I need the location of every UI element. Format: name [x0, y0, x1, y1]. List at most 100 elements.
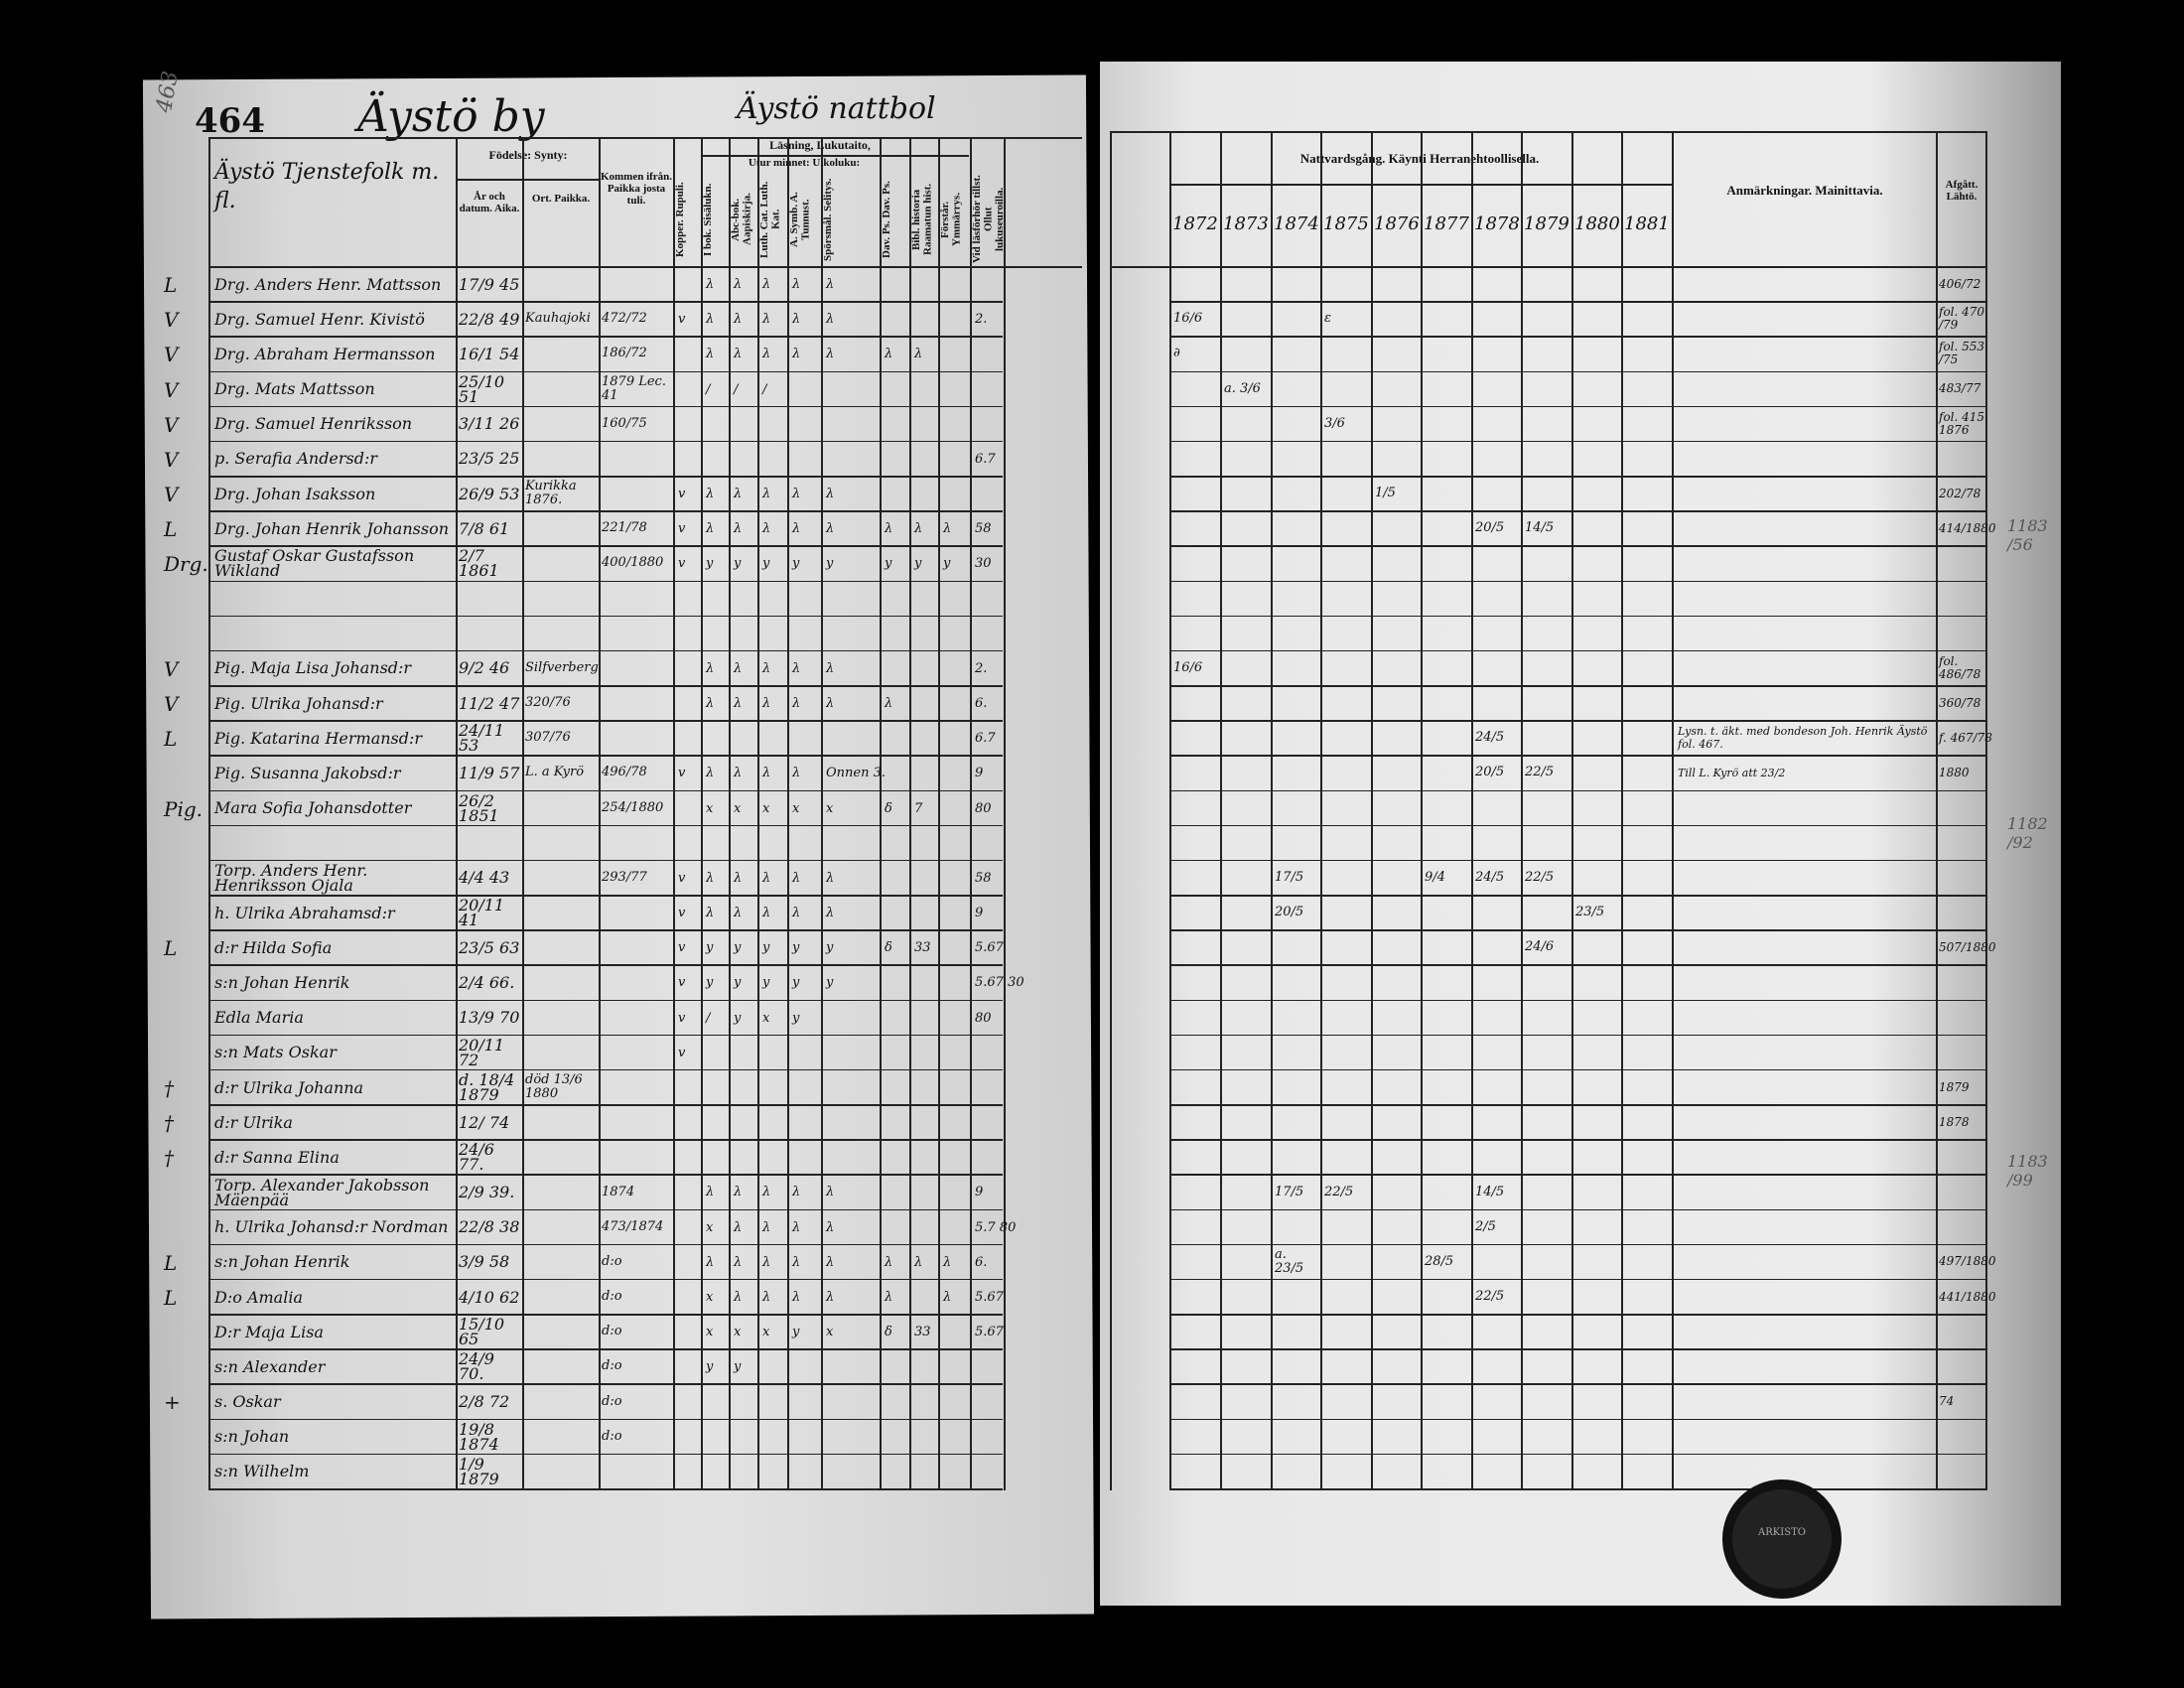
- person-name: D:o Amalia: [214, 1287, 303, 1307]
- reading-mark: λ: [734, 870, 743, 886]
- birth-place: [525, 1421, 597, 1453]
- reading-mark: λ: [885, 1289, 893, 1305]
- communion-date: 14/5: [1475, 1184, 1505, 1199]
- narrow-column-header: Kopper. Rupuli.: [674, 182, 686, 257]
- birth-place: [525, 1350, 597, 1382]
- reading-mark: λ: [734, 487, 743, 502]
- person-name: h. Ulrika Abrahamsd:r: [214, 903, 395, 922]
- departed-entry: 441/1880: [1939, 1289, 1996, 1304]
- reading-mark: 33: [914, 1325, 931, 1340]
- reading-mark: v: [678, 870, 686, 886]
- departed-entry: 483/77: [1939, 381, 1981, 396]
- reading-mark: y: [706, 556, 714, 572]
- birth-date: 22/8 49: [459, 309, 520, 329]
- came-from: 186/72: [602, 346, 647, 361]
- came-from: [602, 478, 671, 509]
- reading-mark: λ: [914, 521, 923, 537]
- reading-mark: λ: [914, 1254, 923, 1270]
- person-name: Gustaf Oskar Gustafsson Wikland: [214, 546, 415, 581]
- column-rule: [1521, 131, 1523, 1490]
- communion-date: 22/5: [1525, 765, 1555, 780]
- row-rule: [1169, 1034, 1985, 1037]
- person-name: Drg. Mats Mattsson: [214, 379, 375, 399]
- reading-mark: λ: [943, 521, 952, 537]
- birth-place: 320/76: [525, 695, 571, 711]
- reading-mark: x: [706, 1219, 714, 1235]
- header-rule: [1110, 266, 1987, 268]
- reading-mark: λ: [762, 1185, 771, 1200]
- communion-date: 20/5: [1275, 905, 1304, 920]
- reading-mark: 6.: [975, 696, 988, 712]
- margin-note: 1183 /56: [2007, 516, 2048, 554]
- column-rule: [1271, 131, 1273, 1490]
- header-rule: [208, 137, 1082, 139]
- row-rule: [1169, 999, 1985, 1002]
- row-rule: [1169, 370, 1985, 372]
- row-rule: [208, 510, 1003, 512]
- reading-mark: λ: [762, 660, 771, 676]
- birth-place: [525, 443, 597, 475]
- row-rule: [1169, 895, 1985, 897]
- year-header-1877: 1877: [1424, 213, 1469, 234]
- came-from-header: Kommen ifrån. Paikka josta tuli.: [600, 171, 673, 208]
- column-rule: [673, 139, 675, 1490]
- came-from: 293/77: [602, 869, 647, 885]
- came-from: 473/1874: [602, 1218, 664, 1234]
- communion-date: 22/5: [1525, 869, 1555, 885]
- margin-note: 1183 /99: [2007, 1152, 2048, 1190]
- narrow-column-header: Abc-bok. Aapiskirja.: [730, 193, 753, 246]
- row-rule: [208, 615, 1003, 618]
- birth-date-header: År och datum. Aika.: [459, 191, 520, 215]
- reading-mark: x: [734, 800, 742, 816]
- reading-mark: y: [792, 1325, 800, 1340]
- reading-mark: λ: [706, 696, 715, 712]
- margin-mark: †: [164, 1146, 174, 1171]
- row-rule: [208, 545, 1003, 547]
- came-from: [602, 897, 671, 928]
- communion-date: a. 3/6: [1224, 380, 1261, 396]
- margin-mark: L: [164, 1285, 178, 1310]
- reading-mark: /: [734, 381, 739, 397]
- birth-date: 2/9 39.: [459, 1183, 515, 1202]
- reading-mark: y: [943, 556, 951, 572]
- person-name: D:r Maja Lisa: [214, 1322, 324, 1341]
- reading-mark: y: [826, 940, 834, 956]
- row-rule: [1169, 1314, 1985, 1316]
- column-rule: [208, 139, 210, 1490]
- reading-mark: λ: [706, 1254, 715, 1270]
- row-rule: [1169, 824, 1985, 827]
- reading-mark: λ: [792, 766, 801, 781]
- margin-mark: V: [164, 447, 179, 472]
- reading-mark: λ: [792, 1254, 801, 1270]
- came-from: d:o: [602, 1428, 622, 1444]
- birth-date: 2/7 1861: [459, 546, 499, 581]
- row-rule: [1169, 649, 1985, 652]
- row-rule: [1169, 1488, 1985, 1490]
- remarks-header: Anmärkningar. Mainittavia.: [1726, 183, 1883, 198]
- reading-mark: x: [826, 1325, 834, 1340]
- reading-mark: λ: [706, 870, 715, 886]
- birth-date: 12/ 74: [459, 1112, 510, 1132]
- reading-mark: λ: [762, 766, 771, 781]
- row-rule: [1169, 1104, 1985, 1106]
- communion-date: 22/5: [1324, 1184, 1354, 1199]
- reading-mark: λ: [734, 1219, 743, 1235]
- reading-mark: λ: [734, 521, 743, 537]
- reading-mark: λ: [826, 1254, 835, 1270]
- reading-mark: y: [734, 1359, 742, 1375]
- birth-place: L. a Kyrö: [525, 765, 585, 780]
- row-rule: [1169, 336, 1985, 338]
- birth-date: 4/4 43: [459, 868, 510, 888]
- person-name: Drg. Anders Henr. Mattsson: [214, 274, 442, 294]
- margin-mark: V: [164, 343, 179, 367]
- year-header-1872: 1872: [1172, 213, 1218, 234]
- column-rule: [1220, 131, 1222, 1490]
- reading-mark: λ: [792, 906, 801, 921]
- column-rule: [757, 139, 759, 1490]
- reading-mark: y: [734, 940, 742, 956]
- reading-mark: λ: [706, 660, 715, 676]
- birth-place: [525, 1246, 597, 1278]
- communion-date: 24/6: [1525, 939, 1555, 955]
- person-name: Torp. Alexander Jakobsson Mäenpää: [214, 1175, 430, 1209]
- came-from: [602, 652, 671, 684]
